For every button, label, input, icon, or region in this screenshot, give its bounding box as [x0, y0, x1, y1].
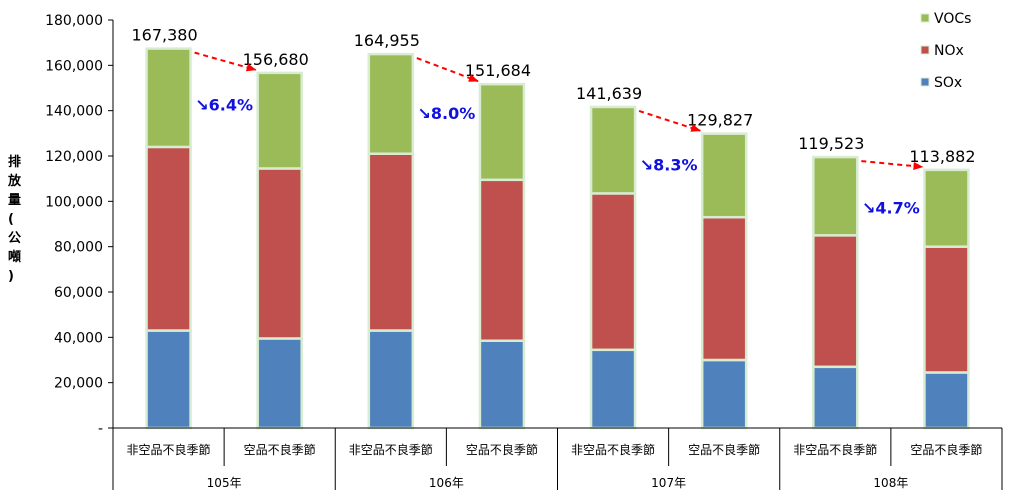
x-category-label: 非空品不良季節: [793, 442, 877, 457]
y-tick-label: 160,000: [45, 58, 103, 74]
bars: [145, 47, 970, 430]
x-category-label: 空品不良季節: [244, 442, 316, 457]
legend: VOCs NOx SOx: [920, 11, 971, 91]
x-group-label: 108年: [873, 476, 908, 490]
total-label: 151,684: [465, 61, 531, 80]
bar-nox: [589, 192, 637, 352]
bar-sox: [145, 329, 192, 430]
reduction-arrow: [416, 57, 479, 83]
total-label: 119,523: [798, 134, 864, 153]
bar-vocs: [478, 82, 526, 182]
bar-nox: [367, 152, 415, 332]
bar-sox: [478, 339, 526, 430]
bar-nox: [478, 178, 526, 342]
total-label: 156,680: [243, 50, 309, 69]
legend-swatch-nox: [920, 45, 930, 55]
bar-vocs: [589, 105, 637, 195]
bar-vocs: [145, 47, 192, 149]
x-category-label: 非空品不良季節: [571, 442, 655, 457]
bar-sox: [367, 329, 415, 430]
total-label: 167,380: [131, 26, 197, 45]
y-axis-label: 排放量(公噸): [7, 154, 22, 284]
legend-label: VOCs: [934, 11, 971, 27]
y-tick-label: 120,000: [45, 149, 103, 165]
y-tick-label: 100,000: [45, 194, 103, 210]
total-label: 129,827: [687, 111, 753, 130]
reduction-arrow: [638, 110, 702, 132]
x-group-label: 107年: [651, 476, 686, 490]
y-tick-label: 60,000: [54, 285, 103, 301]
y-axis: - 20,000 40,000 60,000 80,000 100,000 120,000 1…: [45, 13, 114, 437]
legend-swatch-vocs: [920, 13, 930, 23]
total-label: 141,639: [576, 84, 642, 103]
bar-sox: [923, 371, 970, 430]
y-tick-label: 140,000: [45, 104, 103, 120]
x-group-label: 105年: [207, 476, 242, 490]
x-category-label: 非空品不良季節: [349, 442, 433, 457]
legend-label: NOx: [934, 43, 964, 59]
reduction-label: ↘8.0%: [417, 104, 475, 123]
bar-vocs: [367, 52, 415, 155]
y-tick-label: -: [98, 421, 103, 437]
x-category-label: 空品不良季節: [688, 442, 760, 457]
reduction-label: ↘4.7%: [862, 198, 920, 217]
total-label: 113,882: [909, 147, 975, 166]
reduction-arrow: [861, 160, 924, 171]
legend-swatch-sox: [920, 77, 930, 87]
total-label: 164,955: [354, 31, 420, 50]
bar-sox: [700, 358, 748, 430]
bar-vocs: [812, 155, 859, 237]
reduction-arrows: ↘6.4% ↘8.0% ↘8.3% ↘4.7%: [194, 51, 924, 217]
x-axis: 非空品不良季節 空品不良季節 非空品不良季節 空品不良季節 非空品不良季節 空品不良季節 非…: [112, 427, 1003, 490]
total-labels: 167,380 156,680 164,955 151,684 141,639 129,8…: [131, 26, 975, 166]
bar-nox: [700, 215, 748, 362]
bar-sox: [256, 337, 303, 430]
reduction-label: ↘6.4%: [195, 96, 253, 115]
reduction-arrow: [194, 51, 257, 72]
bar-sox: [589, 348, 637, 430]
legend-label: SOx: [934, 75, 962, 91]
y-tick-label: 40,000: [54, 330, 103, 346]
bar-nox: [812, 234, 859, 369]
reduction-label: ↘8.3%: [640, 155, 698, 174]
bar-vocs: [256, 71, 303, 170]
bar-vocs: [923, 168, 970, 248]
bar-nox: [923, 245, 970, 374]
y-tick-label: 80,000: [54, 240, 103, 256]
x-category-label: 空品不良季節: [910, 442, 982, 457]
x-group-label: 106年: [429, 476, 464, 490]
bar-nox: [145, 145, 192, 332]
bar-vocs: [700, 132, 748, 219]
bar-nox: [256, 167, 303, 340]
y-tick-label: 180,000: [45, 13, 103, 29]
bar-sox: [812, 365, 859, 430]
x-category-label: 非空品不良季節: [127, 442, 211, 457]
y-tick-label: 20,000: [54, 376, 103, 392]
y-axis-title: 排放量(公噸): [7, 154, 22, 284]
x-category-label: 空品不良季節: [466, 442, 538, 457]
